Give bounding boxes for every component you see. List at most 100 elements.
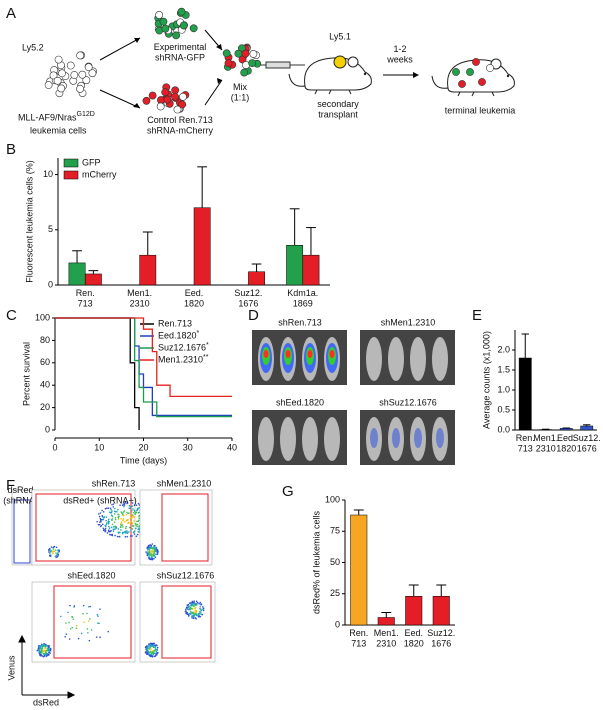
- flow-event: [120, 529, 122, 531]
- flow-event: [156, 648, 159, 651]
- flow-event: [122, 518, 125, 520]
- flow-event: [153, 650, 156, 652]
- flow-event: [110, 530, 112, 532]
- flow-event: [193, 600, 195, 602]
- flow-event: [88, 620, 90, 622]
- flow-event: [123, 531, 126, 533]
- flow-event: [114, 525, 116, 528]
- flow-event: [193, 605, 195, 608]
- flow-event: [113, 513, 116, 515]
- y-tick-label: 100: [35, 312, 50, 322]
- error-bar: [197, 166, 208, 208]
- flow-event: [107, 520, 110, 523]
- gate-label: dsRed+ (shRNA+): [63, 495, 137, 505]
- flow-event: [199, 606, 202, 608]
- flow-event: [113, 521, 116, 523]
- flow-event: [46, 645, 48, 647]
- legend-significance: **: [203, 354, 209, 361]
- y-axis-label: dsRed% of leukemia cells: [311, 510, 321, 614]
- flow-event: [39, 653, 42, 656]
- flow-event: [156, 644, 158, 647]
- legend-swatch: [63, 170, 79, 180]
- flow-event: [191, 603, 194, 606]
- flow-event: [150, 544, 152, 547]
- flow-event: [41, 650, 44, 653]
- flow-event: [154, 655, 157, 657]
- cell-icon: [171, 92, 179, 101]
- error-bar: [142, 231, 153, 256]
- x-tick-label: 0: [52, 442, 57, 452]
- cell-icon: [57, 84, 66, 93]
- cell-icon: [478, 78, 486, 86]
- diagram-text: Control Ren.713 shRNA-mCherry: [147, 115, 214, 135]
- cell-icon: [249, 50, 258, 58]
- flow-event: [101, 523, 104, 526]
- cell-icon: [53, 76, 62, 85]
- flow-event: [42, 643, 45, 646]
- y-tick-label: 60: [40, 357, 50, 367]
- flow-event: [68, 638, 71, 640]
- x-tick-label: Men1. 2310: [533, 433, 558, 453]
- flow-event: [120, 517, 122, 520]
- flow-event: [151, 543, 154, 545]
- flow-event: [132, 511, 135, 514]
- flow-axis-label: dsRed: [33, 697, 59, 707]
- survival-line: [55, 317, 232, 398]
- flow-event: [117, 508, 119, 511]
- flow-event: [200, 609, 202, 612]
- flow-event: [102, 511, 105, 513]
- flow-event: [147, 553, 150, 555]
- flow-event: [60, 615, 62, 618]
- flow-event: [99, 512, 102, 514]
- flow-event: [154, 644, 156, 647]
- flow-event: [155, 654, 158, 656]
- bar: [350, 514, 368, 626]
- flow-event: [137, 502, 140, 505]
- flow-event: [99, 525, 102, 528]
- flow-event: [112, 530, 115, 532]
- diagram-text: Experimental shRNA-GFP: [154, 42, 207, 62]
- flow-event: [108, 527, 111, 530]
- bar: [302, 254, 320, 286]
- flow-event: [154, 645, 156, 648]
- flow-event: [118, 515, 120, 518]
- flow-event: [48, 651, 51, 654]
- flow-event: [189, 605, 191, 607]
- flow-event: [49, 552, 51, 554]
- cell-icon: [88, 69, 97, 78]
- flow-event: [107, 522, 110, 525]
- flow-event: [200, 613, 202, 615]
- x-tick-label: Suz12. 1676: [573, 433, 601, 453]
- flow-event: [131, 517, 134, 519]
- flow-event: [87, 632, 89, 634]
- panel-label: G: [282, 483, 294, 500]
- diagram-text: MLL-AF9/NrasG12D: [18, 111, 95, 123]
- flow-event: [117, 517, 120, 519]
- x-tick-label: Men1. 2310: [374, 628, 399, 648]
- flow-event: [197, 613, 200, 616]
- radiation-icon: [333, 55, 347, 69]
- cell-icon: [452, 68, 460, 76]
- flow-event: [112, 528, 115, 531]
- flow-event: [146, 551, 149, 553]
- flow-event: [90, 629, 93, 631]
- cell-icon: [179, 92, 187, 101]
- flow-event: [138, 517, 141, 520]
- mouse-image: [280, 417, 296, 461]
- flow-event: [73, 605, 76, 607]
- flow-event: [151, 651, 153, 654]
- flow-event: [149, 648, 152, 651]
- flow-event: [48, 645, 51, 647]
- flow-event: [120, 521, 123, 523]
- flow-event: [135, 535, 138, 538]
- y-tick-label: 2.0: [497, 344, 510, 354]
- flow-event: [202, 609, 205, 612]
- error-bar: [408, 584, 419, 597]
- flow-event: [40, 650, 43, 653]
- flow-event: [110, 534, 112, 536]
- diagram-text: 1-2 weeks: [386, 44, 413, 64]
- flow-event: [123, 504, 126, 506]
- cell-icon: [466, 68, 474, 76]
- cell-icon: [173, 105, 182, 114]
- flow-event: [120, 526, 122, 528]
